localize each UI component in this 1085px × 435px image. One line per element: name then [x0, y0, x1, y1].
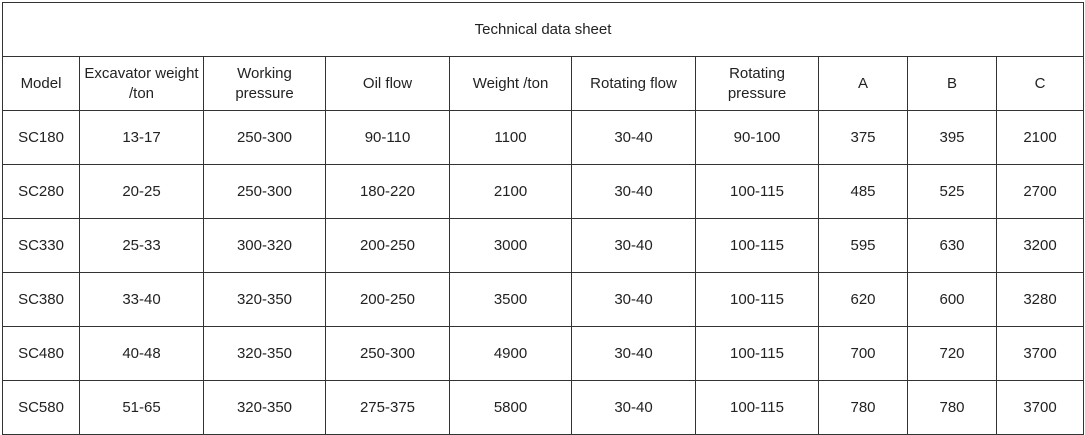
data-cell: 320-350: [203, 272, 326, 327]
data-cell: 40-48: [79, 326, 204, 381]
data-cell: 100-115: [695, 380, 819, 435]
data-cell: 90-110: [325, 110, 450, 165]
data-cell: 620: [818, 272, 908, 327]
header-cell: Rotating flow: [571, 56, 696, 111]
data-cell: 250-300: [325, 326, 450, 381]
header-text: A: [857, 74, 868, 92]
data-cell: 780: [907, 380, 997, 435]
data-cell: SC330: [2, 218, 80, 273]
data-cell: 30-40: [571, 380, 696, 435]
data-row: SC480 40-48 320-350 250-300 4900 30-40 100-115…: [2, 326, 1085, 381]
data-cell: 30-40: [571, 164, 696, 219]
data-cell: SC480: [2, 326, 80, 381]
data-cell: 2100: [995, 110, 1085, 165]
data-cell: 2100: [449, 164, 572, 219]
header-cell: Weight /ton: [449, 56, 572, 111]
data-cell: 100-115: [695, 164, 819, 219]
data-cell: 33-40: [79, 272, 204, 327]
data-cell: SC580: [2, 380, 80, 435]
header-cell: B: [907, 56, 997, 111]
header-cell: C: [995, 56, 1085, 111]
data-cell: 1100: [449, 110, 572, 165]
data-cell: 30-40: [571, 110, 696, 165]
data-cell: 5800: [449, 380, 572, 435]
data-cell: 320-350: [203, 326, 326, 381]
header-cell: Excavator weight/ton: [79, 56, 204, 111]
header-text: Model: [20, 74, 62, 92]
data-cell: 300-320: [203, 218, 326, 273]
data-cell: 3200: [995, 218, 1085, 273]
data-cell: 2700: [995, 164, 1085, 219]
data-cell: 395: [907, 110, 997, 165]
header-cell: Oil flow: [325, 56, 450, 111]
data-cell: SC180: [2, 110, 80, 165]
header-cell: A: [818, 56, 908, 111]
table-title: Technical data sheet: [1, 2, 1085, 57]
data-cell: 3700: [995, 380, 1085, 435]
data-row: SC180 13-17 250-300 90-110 1100 30-40 90-100 37…: [2, 110, 1085, 165]
data-cell: 700: [818, 326, 908, 381]
data-cell: 780: [818, 380, 908, 435]
data-cell: 20-25: [79, 164, 204, 219]
data-cell: 720: [907, 326, 997, 381]
header-text: pressure: [235, 84, 294, 102]
data-cell: 200-250: [325, 272, 450, 327]
header-text: Rotating: [729, 64, 785, 82]
data-cell: 275-375: [325, 380, 450, 435]
data-cell: 3700: [995, 326, 1085, 381]
data-cell: 3500: [449, 272, 572, 327]
data-cell: 13-17: [79, 110, 204, 165]
header-text: Rotating flow: [590, 74, 677, 92]
data-cell: 200-250: [325, 218, 450, 273]
data-cell: 595: [818, 218, 908, 273]
header-text: Oil flow: [362, 74, 413, 92]
data-row: SC280 20-25 250-300 180-220 2100 30-40 100-115…: [2, 164, 1085, 219]
data-cell: 630: [907, 218, 997, 273]
data-cell: 100-115: [695, 218, 819, 273]
data-cell: 180-220: [325, 164, 450, 219]
data-cell: 100-115: [695, 326, 819, 381]
header-text: B: [946, 74, 957, 92]
data-cell: SC380: [2, 272, 80, 327]
data-cell: 30-40: [571, 218, 696, 273]
data-cell: 51-65: [79, 380, 204, 435]
data-cell: 4900: [449, 326, 572, 381]
header-text: Excavator weight: [84, 64, 199, 82]
data-row: SC380 33-40 320-350 200-250 3500 30-40 100-115…: [2, 272, 1085, 327]
header-text: /ton: [128, 84, 155, 102]
data-cell: 3280: [995, 272, 1085, 327]
header-row: Model Excavator weight/ton Working pressure…: [2, 56, 1085, 111]
data-cell: 100-115: [695, 272, 819, 327]
header-text: pressure: [727, 84, 787, 102]
data-cell: 30-40: [571, 272, 696, 327]
data-cell: 250-300: [203, 164, 326, 219]
data-cell: 600: [907, 272, 997, 327]
data-cell: 485: [818, 164, 908, 219]
header-cell: Model: [2, 56, 80, 111]
header-text: C: [1034, 74, 1046, 92]
data-cell: SC280: [2, 164, 80, 219]
title-row: Technical data sheet: [1, 2, 1085, 57]
data-row: SC330 25-33 300-320 200-250 3000 30-40 100-115…: [2, 218, 1085, 273]
data-cell: 525: [907, 164, 997, 219]
data-cell: 320-350: [203, 380, 326, 435]
data-cell: 375: [818, 110, 908, 165]
header-text: Working: [237, 64, 292, 82]
data-cell: 25-33: [79, 218, 204, 273]
data-cell: 250-300: [203, 110, 326, 165]
data-row: SC580 51-65 320-350 275-375 5800 30-40 100-115…: [2, 380, 1085, 435]
header-text: Weight /ton: [472, 74, 549, 92]
data-cell: 3000: [449, 218, 572, 273]
header-cell: Working pressure: [203, 56, 326, 111]
header-cell: Rotating pressure: [695, 56, 819, 111]
data-cell: 30-40: [571, 326, 696, 381]
data-cell: 90-100: [695, 110, 819, 165]
